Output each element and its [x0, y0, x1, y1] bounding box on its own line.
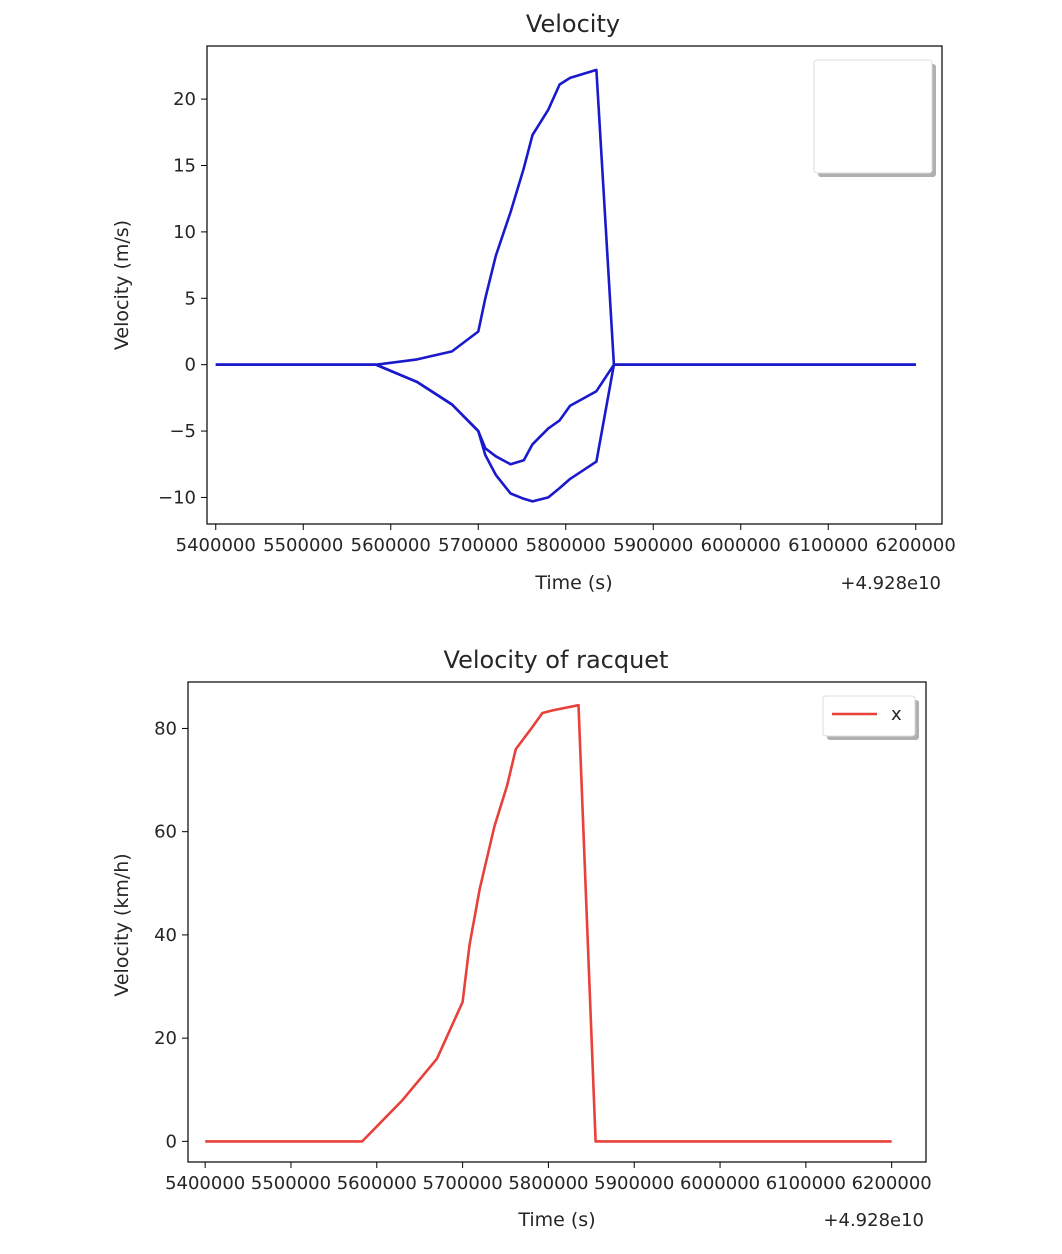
series-line-1: [215, 68, 916, 367]
x-tick-label: 5400000: [176, 535, 256, 556]
y-axis-label: Velocity (m/s): [111, 220, 133, 350]
plot-area: [188, 682, 926, 1162]
series-lines: [205, 703, 892, 1143]
series-line-1: [205, 703, 892, 1143]
chart-title: Velocity of racquet: [444, 646, 669, 674]
x-tick-label: 6100000: [788, 535, 868, 556]
velocity-of-racquet-chart: Velocity of racquet 5400000 5500000 560000…: [111, 646, 932, 1231]
legend-box: x: [822, 695, 919, 740]
x-tick-label: 5900000: [594, 1173, 674, 1194]
y-tick-label: 20: [154, 1028, 177, 1049]
y-tick-label: 80: [154, 718, 177, 739]
x-tick-label: 5600000: [337, 1173, 417, 1194]
y-tick-label: 0: [166, 1131, 177, 1152]
x-tick-label: 5700000: [423, 1173, 503, 1194]
x-tick-label: 5500000: [263, 535, 343, 556]
x-tick-label: 5900000: [613, 535, 693, 556]
x-tick-label: 6200000: [852, 1173, 932, 1194]
x-tick-label: 5800000: [526, 535, 606, 556]
y-tick-label: −10: [158, 487, 196, 508]
x-offset-label: +4.928e10: [840, 573, 941, 594]
legend-frame: [813, 59, 933, 174]
plot-frame: [187, 681, 927, 1163]
x-tick-label: 5600000: [351, 535, 431, 556]
y-tick-label: 5: [185, 288, 196, 309]
y-axis-ticks: −10 −5 0 5 10 15 20: [158, 89, 207, 508]
x-tick-label: 5400000: [165, 1173, 245, 1194]
x-tick-label: 6200000: [876, 535, 956, 556]
legend-label-x: x: [891, 704, 902, 725]
y-tick-label: −5: [169, 421, 196, 442]
x-tick-label: 6000000: [701, 535, 781, 556]
y-tick-label: 60: [154, 822, 177, 843]
y-tick-label: 15: [173, 156, 196, 177]
y-tick-label: 20: [173, 89, 196, 110]
x-tick-label: 5800000: [508, 1173, 588, 1194]
y-tick-label: 40: [154, 925, 177, 946]
legend-frame: [822, 695, 916, 737]
x-tick-label: 6000000: [680, 1173, 760, 1194]
y-axis-label: Velocity (km/h): [111, 853, 133, 996]
plot-frame: [206, 45, 943, 525]
chart-title: Velocity: [526, 10, 620, 38]
velocity-chart: Velocity 5400000 5500000 5600000 5700000 580…: [111, 10, 956, 594]
x-tick-label: 6100000: [766, 1173, 846, 1194]
x-axis-ticks: 5400000 5500000 5600000 5700000 5800000 59000…: [176, 524, 956, 556]
x-tick-label: 5700000: [438, 535, 518, 556]
x-axis-ticks: 5400000 5500000 5600000 5700000 5800000 59000…: [165, 1162, 932, 1194]
x-axis-label: Time (s): [534, 572, 612, 594]
y-tick-label: 10: [173, 222, 196, 243]
y-axis-ticks: 0 20 40 60 80: [154, 718, 188, 1152]
x-axis-label: Time (s): [517, 1209, 595, 1231]
x-tick-label: 5500000: [251, 1173, 331, 1194]
series-line-3: [215, 363, 916, 503]
legend-box: [813, 59, 936, 177]
series-lines: [215, 68, 916, 503]
x-offset-label: +4.928e10: [823, 1210, 924, 1231]
y-tick-label: 0: [185, 355, 196, 376]
